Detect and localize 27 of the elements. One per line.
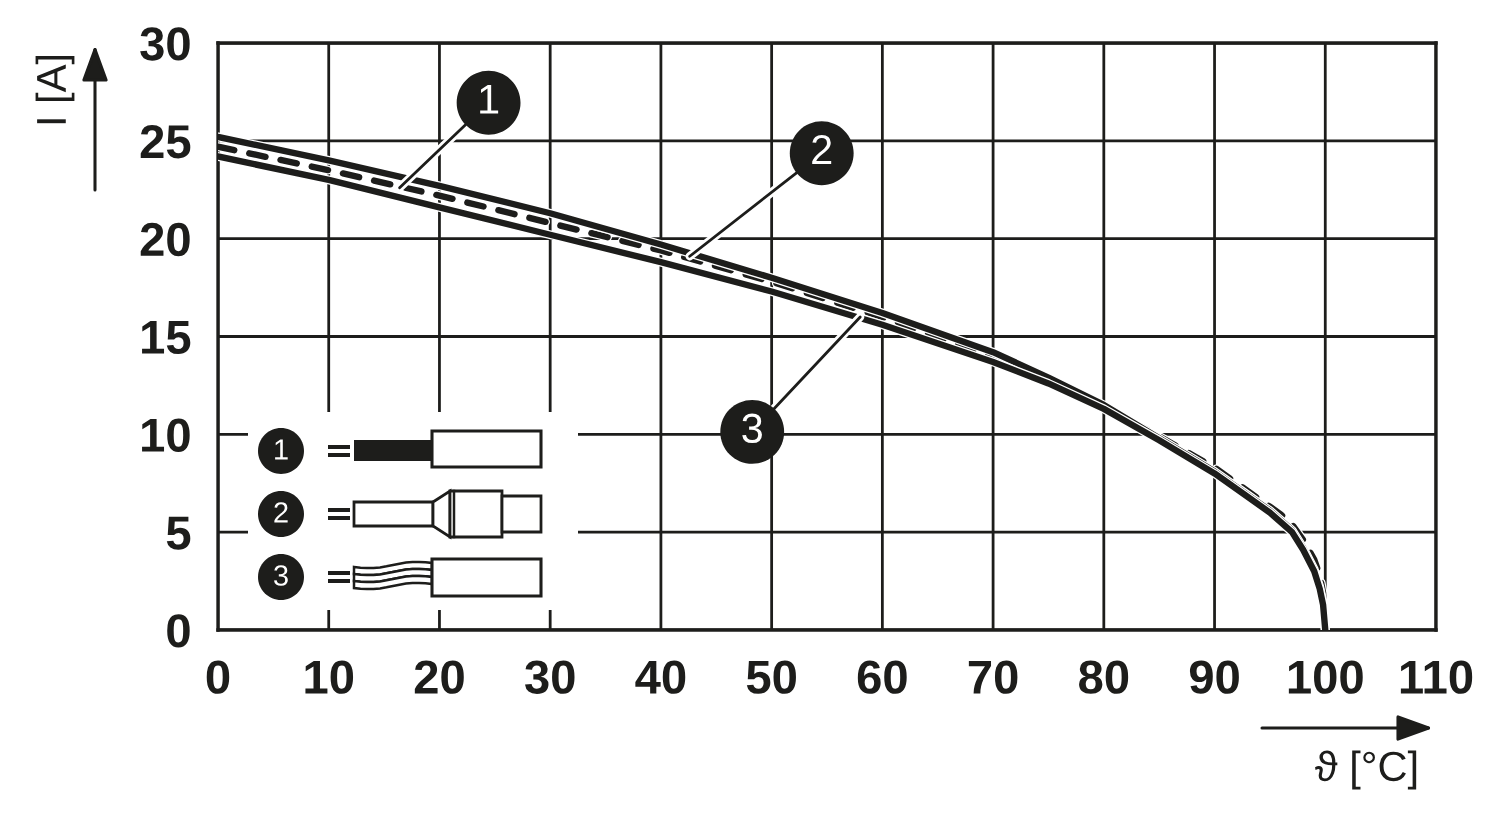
x-tick-label: 80 xyxy=(1079,660,1129,694)
y-tick-label: 25 xyxy=(140,124,191,159)
x-tick-label: 110 xyxy=(1400,660,1473,694)
x-tick-label: 60 xyxy=(857,660,907,694)
x-tick-label: 70 xyxy=(968,660,1018,694)
annotation: 2 xyxy=(812,134,832,165)
legend-label: 2 xyxy=(274,502,288,523)
y-tick-label: 0 xyxy=(167,614,190,648)
x-tick-label: 100 xyxy=(1288,660,1363,694)
annotation: 1 xyxy=(480,84,499,114)
x-tick-label: 30 xyxy=(525,660,575,694)
x-tick-label: 10 xyxy=(305,660,354,694)
y-axis-title: I [A] xyxy=(35,55,75,124)
y-tick-label: 15 xyxy=(142,321,191,355)
x-tick-label: 50 xyxy=(746,660,796,694)
x-tick-label: 0 xyxy=(206,660,230,694)
y-tick-label: 10 xyxy=(142,418,190,452)
y-tick-label: 30 xyxy=(140,27,190,61)
x-axis-title: ϑ [°C] xyxy=(1315,750,1417,790)
y-tick-label: 20 xyxy=(140,222,190,257)
x-tick-label: 20 xyxy=(414,660,464,694)
legend-label: 3 xyxy=(274,565,288,586)
legend-label: 1 xyxy=(275,439,288,460)
x-tick-label: 90 xyxy=(1189,660,1239,694)
x-tick-label: 40 xyxy=(635,660,686,694)
annotation: 3 xyxy=(742,413,762,444)
y-tick-label: 5 xyxy=(166,516,191,550)
